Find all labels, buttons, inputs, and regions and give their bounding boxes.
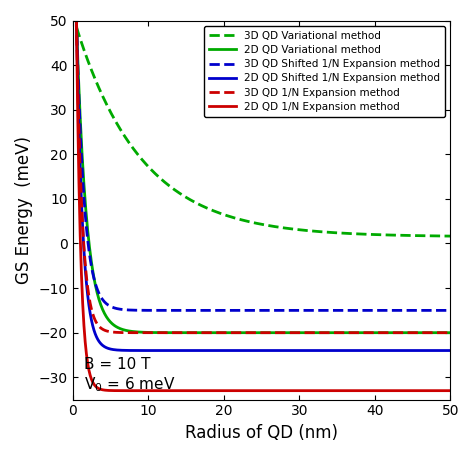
Legend: 3D QD Variational method, 2D QD Variational method, 3D QD Shifted 1/N Expansion : 3D QD Variational method, 2D QD Variatio… bbox=[204, 26, 445, 117]
X-axis label: Radius of QD (nm): Radius of QD (nm) bbox=[185, 424, 338, 442]
Y-axis label: GS Energy  (meV): GS Energy (meV) bbox=[15, 136, 33, 284]
Text: B = 10 T: B = 10 T bbox=[84, 357, 150, 372]
Text: V$_0$ = 6 meV: V$_0$ = 6 meV bbox=[84, 375, 175, 394]
